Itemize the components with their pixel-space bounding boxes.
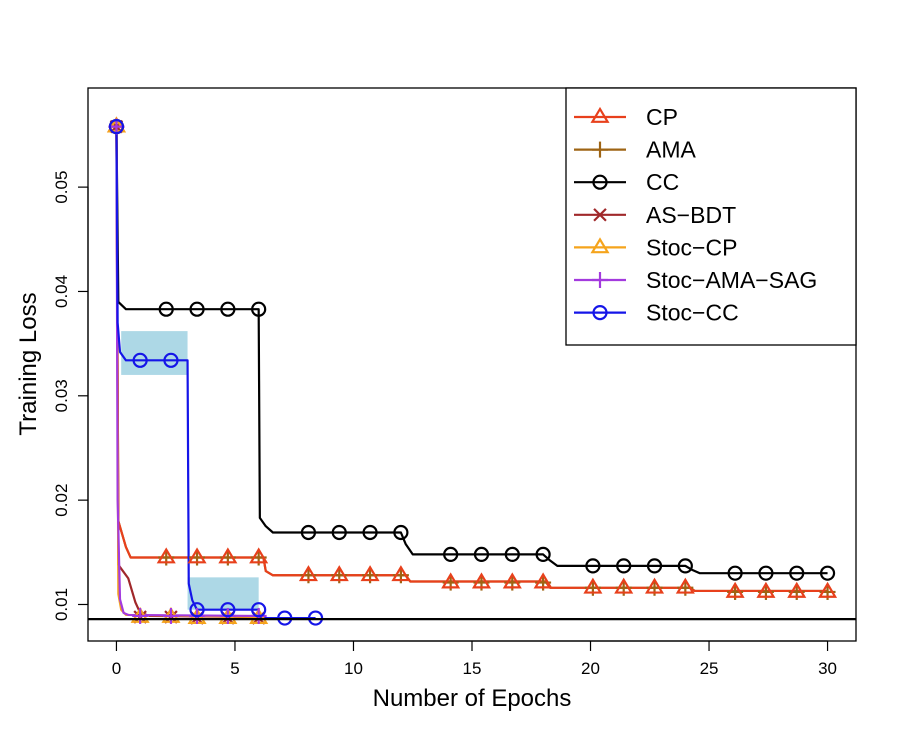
line-stoc-ama-sag bbox=[115, 126, 259, 618]
marker-stoc-cc-5 bbox=[251, 602, 267, 618]
marker-cc-11 bbox=[504, 546, 520, 562]
marker-cc-4 bbox=[251, 301, 267, 317]
marker-stoc-ama-sag-1 bbox=[132, 607, 149, 624]
marker-cc-1 bbox=[158, 301, 174, 317]
y-tick-label: 0.03 bbox=[52, 379, 71, 412]
marker-stoc-cc-3 bbox=[189, 602, 205, 618]
marker-cc-14 bbox=[616, 558, 632, 574]
marker-cp-16 bbox=[675, 577, 695, 594]
y-tick-label: 0.02 bbox=[52, 484, 71, 517]
legend-label: AMA bbox=[646, 137, 697, 163]
legend-marker-cp bbox=[590, 106, 610, 123]
legend-entry-ama: AMA bbox=[574, 137, 697, 163]
marker-cp-13 bbox=[583, 577, 603, 594]
legend-entry-stoc-ama-sag: Stoc−AMA−SAG bbox=[574, 267, 817, 293]
legend-marker-stoc-ama-sag bbox=[592, 272, 608, 288]
legend-box bbox=[565, 87, 857, 346]
legend-label: CP bbox=[646, 104, 678, 130]
confidence-bands bbox=[121, 331, 259, 610]
marker-cp-19 bbox=[787, 581, 807, 598]
series-markers bbox=[106, 116, 838, 626]
y-axis: 0.01 0.02 0.03 0.04 0.05 bbox=[52, 171, 89, 621]
marker-cp-2 bbox=[187, 547, 207, 564]
marker-cp-5 bbox=[298, 565, 318, 582]
x-tick-label: 30 bbox=[818, 659, 837, 678]
legend-label: CC bbox=[646, 169, 679, 195]
marker-stoc-cc-4 bbox=[220, 602, 236, 618]
marker-cp-20 bbox=[818, 581, 838, 598]
x-tick-label: 25 bbox=[700, 659, 719, 678]
marker-cp-7 bbox=[360, 565, 380, 582]
marker-cc-7 bbox=[362, 524, 378, 541]
marker-cp-8 bbox=[391, 565, 411, 582]
marker-cc-5 bbox=[300, 524, 317, 541]
x-tick-label: 5 bbox=[230, 659, 239, 678]
x-axis: 0 5 10 15 20 25 30 bbox=[112, 640, 837, 678]
legend-marker-as-bdt bbox=[593, 208, 607, 222]
marker-cp-15 bbox=[644, 577, 665, 594]
marker-stoc-cc-0 bbox=[108, 119, 125, 135]
legend-label: Stoc−AMA−SAG bbox=[646, 267, 817, 293]
y-tick-label: 0.04 bbox=[52, 275, 71, 308]
marker-stoc-ama-sag-0 bbox=[108, 118, 125, 135]
x-tick-label: 15 bbox=[463, 659, 482, 678]
marker-cp-1 bbox=[156, 547, 176, 564]
legend-entry-stoc-cp: Stoc−CP bbox=[574, 234, 737, 260]
marker-cc-13 bbox=[585, 558, 601, 574]
legend-label: Stoc−CP bbox=[646, 234, 737, 260]
marker-cc-6 bbox=[331, 524, 347, 541]
marker-cp-17 bbox=[725, 581, 745, 598]
legend-entry-cp: CP bbox=[574, 104, 678, 130]
x-tick-label: 10 bbox=[344, 659, 363, 678]
marker-cp-14 bbox=[614, 577, 634, 594]
marker-cp-9 bbox=[441, 572, 461, 589]
marker-cp-10 bbox=[471, 572, 492, 589]
marker-stoc-cc-2 bbox=[163, 352, 179, 368]
legend-marker-cc bbox=[592, 174, 608, 190]
marker-cc-9 bbox=[443, 546, 459, 562]
marker-cc-18 bbox=[758, 565, 774, 581]
marker-cc-3 bbox=[220, 301, 236, 317]
marker-cp-6 bbox=[329, 565, 349, 582]
marker-stoc-cc-1 bbox=[132, 352, 148, 368]
marker-cc-16 bbox=[677, 558, 693, 574]
legend-label: Stoc−CC bbox=[646, 300, 739, 326]
marker-cc-15 bbox=[646, 558, 663, 574]
legend-entry-stoc-cc: Stoc−CC bbox=[574, 300, 739, 326]
line-cc bbox=[115, 126, 828, 575]
marker-cp-11 bbox=[502, 572, 522, 589]
marker-cp-3 bbox=[218, 547, 238, 564]
marker-cp-12 bbox=[533, 572, 553, 589]
marker-stoc-ama-sag-2 bbox=[162, 607, 179, 624]
y-tick-label: 0.05 bbox=[52, 171, 71, 204]
marker-cc-12 bbox=[535, 546, 551, 562]
marker-cc-2 bbox=[189, 301, 205, 317]
marker-cc-10 bbox=[473, 546, 490, 562]
marker-cc-17 bbox=[727, 565, 743, 581]
marker-cc-8 bbox=[393, 524, 409, 541]
x-tick-label: 20 bbox=[581, 659, 600, 678]
marker-cp-4 bbox=[249, 547, 269, 564]
legend-entry-cc: CC bbox=[574, 169, 679, 195]
legend: CP AMA CC AS−BDT Stoc−CP Stoc−AMA−SAG Stoc−CC bbox=[565, 87, 857, 346]
marker-cc-20 bbox=[819, 565, 836, 581]
marker-cp-18 bbox=[756, 581, 776, 598]
band-stoc-cc-0 bbox=[121, 331, 188, 375]
legend-marker-stoc-cp bbox=[590, 237, 610, 254]
y-tick-label: 0.01 bbox=[52, 588, 71, 621]
legend-entry-as-bdt: AS−BDT bbox=[574, 202, 736, 228]
x-tick-label: 0 bbox=[112, 659, 121, 678]
y-axis-label: Training Loss bbox=[15, 292, 42, 435]
legend-marker-ama bbox=[592, 141, 608, 158]
x-axis-label: Number of Epochs bbox=[373, 685, 572, 712]
legend-marker-stoc-cc bbox=[592, 305, 608, 321]
marker-cc-19 bbox=[789, 565, 805, 581]
legend-label: AS−BDT bbox=[646, 202, 736, 228]
